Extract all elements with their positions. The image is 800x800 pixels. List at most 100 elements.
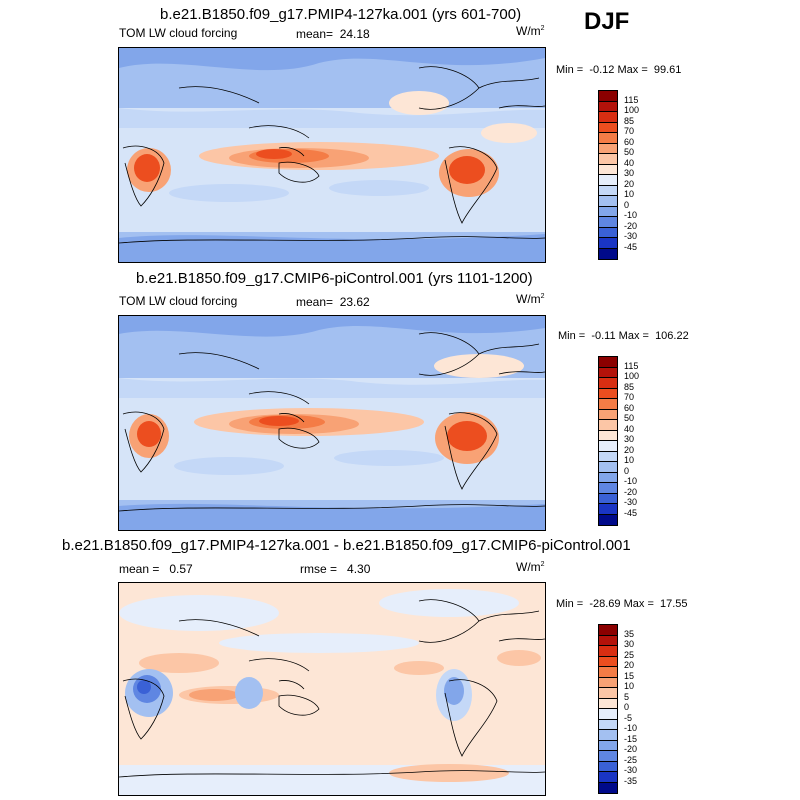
colorbar-tick-label: -20 — [624, 486, 638, 497]
colorbar-tick-label: 70 — [624, 126, 635, 136]
colorbar-tick-label: 0 — [624, 702, 630, 712]
colorbar-tick-label: 85 — [624, 115, 635, 126]
panel-2-units-exp: 2 — [540, 293, 545, 300]
panel-3-map — [118, 582, 546, 796]
panel-1-variable-label: TOM LW cloud forcing — [119, 26, 238, 40]
panel-1-title: b.e21.B1850.f09_g17.PMIP4-127ka.001 (yrs… — [160, 6, 522, 23]
colorbar-cell — [599, 646, 617, 657]
colorbar-cell — [599, 462, 617, 473]
colorbar-tick-label: 30 — [624, 434, 635, 444]
colorbar-tick-label: -30 — [624, 497, 638, 507]
panel-1-colorbar — [598, 90, 618, 260]
panel-3-mean-label: mean = — [119, 562, 160, 576]
panel-3-rmse-value: 4.30 — [347, 562, 371, 576]
panel-2-max-label: Max = — [618, 330, 649, 342]
panel-2-max-value: 106.22 — [655, 330, 689, 342]
panel-1-mean-label: mean= — [296, 27, 334, 41]
colorbar-tick-label: 40 — [624, 157, 635, 168]
colorbar-tick-label: 50 — [624, 147, 635, 157]
colorbar-cell — [599, 367, 617, 378]
colorbar-cell — [599, 164, 617, 175]
panel-2-minmax: Min = -0.11 Max = 106.22 — [558, 330, 689, 342]
colorbar-cell — [599, 217, 617, 228]
colorbar-cell — [599, 196, 617, 207]
colorbar-cell — [599, 357, 617, 368]
colorbar-cell — [599, 409, 617, 420]
colorbar-cell — [599, 656, 617, 667]
panel-2-title: b.e21.B1850.f09_g17.CMIP6-piControl.001 … — [136, 270, 533, 287]
colorbar-tick-label: 70 — [624, 392, 635, 402]
colorbar-tick-label: -5 — [624, 712, 633, 723]
colorbar-cell — [599, 420, 617, 431]
colorbar-cell — [599, 227, 617, 238]
colorbar-cell — [599, 91, 617, 102]
panel-3-map-field — [119, 583, 545, 795]
colorbar-cell — [599, 761, 617, 772]
colorbar-cell — [599, 248, 617, 259]
colorbar-cell — [599, 677, 617, 688]
colorbar-cell — [599, 740, 617, 751]
panel-2-mean-value: 23.62 — [339, 295, 370, 309]
panel-1-min-label: Min = — [556, 64, 584, 76]
colorbar-tick-label: -10 — [624, 210, 638, 220]
panel-3-rmse: rmse = 4.30 — [300, 562, 370, 576]
colorbar-tick-label: 50 — [624, 413, 635, 423]
colorbar-cell — [599, 698, 617, 709]
colorbar-cell — [599, 133, 617, 144]
colorbar-tick-label: 35 — [624, 628, 635, 639]
colorbar-cell — [599, 441, 617, 452]
colorbar-tick-label: 20 — [624, 444, 635, 455]
colorbar-tick-label: 85 — [624, 381, 635, 392]
colorbar-cell — [599, 688, 617, 699]
colorbar-cell — [599, 730, 617, 741]
panel-2-variable-label: TOM LW cloud forcing — [119, 294, 238, 308]
colorbar-cell — [599, 185, 617, 196]
colorbar-tick-label: 60 — [624, 402, 635, 413]
colorbar-cell — [599, 719, 617, 730]
panel-3-max-label: Max = — [623, 598, 654, 610]
colorbar-tick-label: 115 — [624, 94, 639, 105]
colorbar-tick-label: -15 — [624, 733, 638, 744]
panel-1-map-field — [119, 48, 545, 262]
colorbar-tick-label: -20 — [624, 744, 638, 754]
panel-3-colorbar — [598, 624, 618, 794]
colorbar-cell — [599, 175, 617, 186]
panel-2-min-value: -0.11 — [591, 330, 616, 342]
panel-2-colorbar — [598, 356, 618, 526]
colorbar-tick-label: -45 — [624, 241, 638, 252]
panel-2-mean: mean= 23.62 — [296, 295, 370, 309]
colorbar-cell — [599, 772, 617, 783]
panel-3-mean-value: 0.57 — [169, 562, 193, 576]
colorbar-cell — [599, 154, 617, 165]
colorbar-cell — [599, 399, 617, 410]
panel-1-units: W/m2 — [516, 24, 545, 38]
colorbar-cell — [599, 378, 617, 389]
colorbar-tick-label: 40 — [624, 423, 635, 434]
colorbar-tick-label: 115 — [624, 360, 639, 371]
colorbar-tick-label: 0 — [624, 199, 630, 210]
colorbar-tick-label: 30 — [624, 168, 635, 178]
colorbar-cell — [599, 101, 617, 112]
panel-1-mean-value: 24.18 — [339, 27, 370, 41]
panel-2-map — [118, 315, 546, 531]
colorbar-tick-label: 15 — [624, 670, 635, 681]
colorbar-tick-label: 30 — [624, 639, 635, 649]
panel-3-rmse-label: rmse = — [300, 562, 338, 576]
colorbar-tick-label: -20 — [624, 220, 638, 231]
colorbar-tick-label: -30 — [624, 765, 638, 775]
colorbar-cell — [599, 112, 617, 123]
colorbar-cell — [599, 782, 617, 793]
panel-1-map — [118, 47, 546, 263]
colorbar-tick-label: -25 — [624, 754, 638, 765]
colorbar-tick-label: 100 — [624, 105, 640, 115]
colorbar-tick-label: 10 — [624, 455, 635, 465]
colorbar-cell — [599, 472, 617, 483]
colorbar-tick-label: -30 — [624, 231, 638, 241]
colorbar-tick-label: -10 — [624, 723, 638, 733]
colorbar-cell — [599, 143, 617, 154]
colorbar-cell — [599, 483, 617, 494]
colorbar-tick-label: 0 — [624, 465, 630, 476]
colorbar-cell — [599, 388, 617, 399]
colorbar-cell — [599, 667, 617, 678]
colorbar-tick-label: 10 — [624, 189, 635, 199]
